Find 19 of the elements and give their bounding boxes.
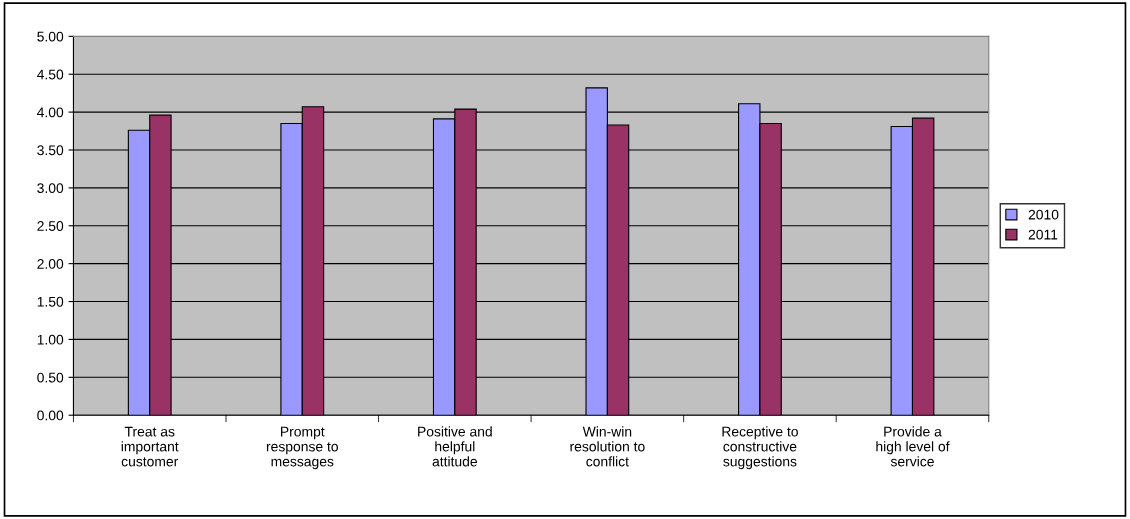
x-tick-label: Win-win resolution to conflict: [570, 426, 645, 467]
y-tick-label: 5.00: [37, 31, 64, 42]
legend-label: 2010: [1028, 209, 1059, 220]
legend-label: 2011: [1028, 229, 1058, 240]
y-tick-label: 3.00: [37, 183, 64, 194]
y-tick-label: 0.50: [37, 372, 64, 383]
y-tick-label: 1.00: [37, 334, 64, 345]
y-tick-label: 3.50: [37, 145, 64, 156]
x-tick-label: Treat as important customer: [121, 426, 179, 467]
y-tick-label: 4.50: [37, 69, 64, 80]
x-tick-label: Prompt response to messages: [266, 426, 338, 470]
y-tick-label: 2.50: [37, 221, 64, 231]
x-tick-label: Positive and helpful attitude: [418, 426, 492, 467]
y-tick-label: 4.00: [37, 107, 64, 118]
x-tick-label: Provide a high level of service: [876, 426, 950, 467]
y-tick-label: 1.50: [37, 296, 64, 307]
y-tick-label: 0.00: [37, 410, 64, 421]
x-tick-label: Receptive to constructive suggestions: [722, 426, 798, 470]
y-tick-label: 2.00: [37, 258, 64, 269]
